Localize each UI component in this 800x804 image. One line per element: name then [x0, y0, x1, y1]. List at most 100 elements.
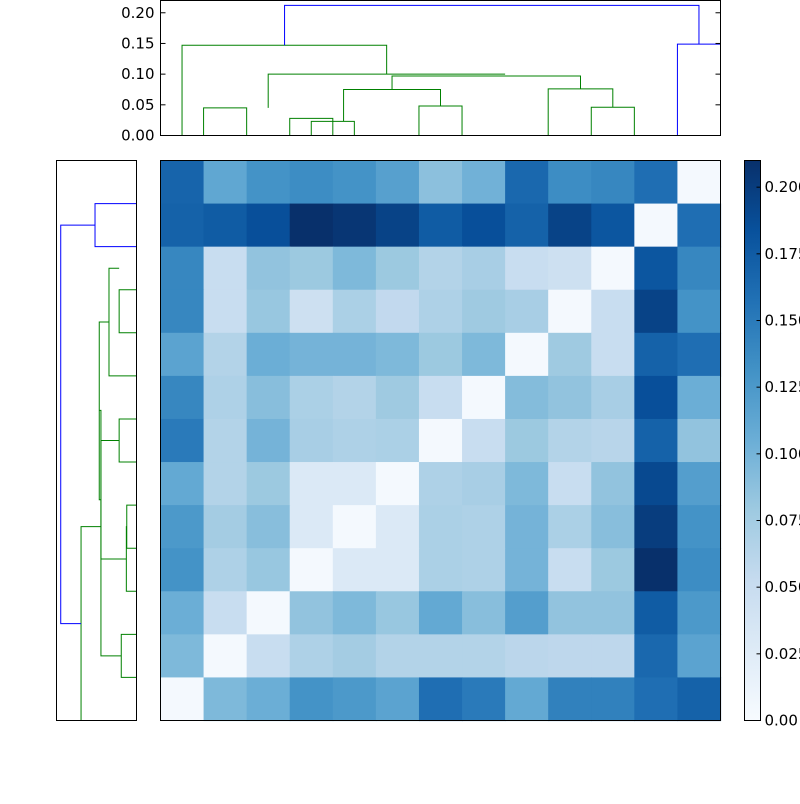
top-dendrogram-tick-label: 0.20: [121, 4, 154, 22]
heatmap-cell: [505, 419, 549, 463]
heatmap-cell: [677, 591, 721, 635]
heatmap-cell: [677, 333, 721, 377]
colorbar-tick-label: 0.175: [765, 245, 800, 263]
top-dendrogram-link: [591, 107, 634, 135]
heatmap-cell: [548, 333, 592, 377]
heatmap-cell: [333, 505, 377, 549]
top-dendrogram-link: [548, 89, 613, 136]
left-dendrogram-link: [126, 527, 136, 592]
heatmap-cell: [505, 247, 549, 291]
heatmap-cell: [161, 548, 205, 592]
top-dendrogram-link: [182, 45, 387, 135]
heatmap-cell: [677, 548, 721, 592]
top-dendrogram: 0.000.050.100.150.20: [121, 1, 720, 145]
heatmap-cell: [161, 419, 205, 463]
heatmap-cell: [505, 505, 549, 549]
left-dendrogram-link: [119, 419, 136, 462]
heatmap-cell: [677, 204, 721, 248]
heatmap-cell: [462, 591, 506, 635]
heatmap-cell: [462, 290, 506, 334]
heatmap-cell: [634, 677, 678, 721]
heatmap-cell: [376, 290, 420, 334]
heatmap-cell: [333, 548, 377, 592]
heatmap-cell: [376, 548, 420, 592]
heatmap-cell: [634, 634, 678, 678]
heatmap-cell: [419, 419, 463, 463]
heatmap-cell: [634, 247, 678, 291]
heatmap-cell: [505, 677, 549, 721]
heatmap-cell: [591, 462, 635, 506]
colorbar-tick-label: 0.100: [765, 445, 800, 463]
heatmap-cell: [462, 548, 506, 592]
heatmap-cell: [333, 290, 377, 334]
heatmap-cell: [548, 591, 592, 635]
heatmap-cell: [290, 247, 334, 291]
heatmap-cell: [505, 462, 549, 506]
heatmap-cell: [419, 161, 463, 205]
heatmap-cell: [462, 161, 506, 205]
heatmap-cell: [247, 204, 291, 248]
heatmap-cell: [591, 634, 635, 678]
heatmap-cell: [333, 462, 377, 506]
heatmap-cell: [161, 333, 205, 377]
top-dendrogram-link: [344, 89, 441, 121]
colorbar-tick-label: 0.025: [765, 645, 800, 663]
colorbar-tick-label: 0.075: [765, 512, 800, 530]
heatmap-cell: [333, 161, 377, 205]
heatmap-cell: [376, 204, 420, 248]
top-dendrogram-frame: [161, 1, 721, 136]
top-dendrogram-tick-label: 0.00: [121, 127, 154, 145]
heatmap: [161, 161, 722, 722]
heatmap-cell: [376, 591, 420, 635]
heatmap-cell: [419, 333, 463, 377]
heatmap-cell: [204, 505, 248, 549]
heatmap-cell: [462, 505, 506, 549]
heatmap-cell: [376, 419, 420, 463]
top-dendrogram-tick-label: 0.05: [121, 96, 154, 114]
top-dendrogram-link: [268, 74, 505, 108]
top-dendrogram-link: [392, 76, 580, 90]
heatmap-cell: [247, 161, 291, 205]
heatmap-cell: [548, 677, 592, 721]
heatmap-cell: [591, 376, 635, 420]
heatmap-cell: [591, 591, 635, 635]
left-dendrogram-link: [109, 268, 137, 376]
heatmap-cell: [591, 204, 635, 248]
heatmap-cell: [419, 677, 463, 721]
heatmap-cell: [505, 161, 549, 205]
left-dendrogram-link: [101, 441, 126, 559]
heatmap-cell: [204, 548, 248, 592]
heatmap-cell: [462, 419, 506, 463]
heatmap-cell: [333, 677, 377, 721]
heatmap-cell: [548, 462, 592, 506]
colorbar-tick-label: 0.200: [765, 178, 800, 196]
heatmap-cell: [505, 204, 549, 248]
heatmap-cell: [161, 376, 205, 420]
heatmap-cell: [419, 548, 463, 592]
top-dendrogram-link: [419, 106, 462, 135]
heatmap-cell: [333, 247, 377, 291]
heatmap-cell: [634, 376, 678, 420]
top-dendrogram-tick-label: 0.15: [121, 34, 154, 52]
heatmap-cell: [247, 548, 291, 592]
heatmap-cell: [204, 591, 248, 635]
heatmap-cell: [290, 462, 334, 506]
heatmap-cell: [290, 505, 334, 549]
colorbar-tick-label: 0.150: [765, 312, 800, 330]
heatmap-cell: [591, 548, 635, 592]
heatmap-cell: [419, 591, 463, 635]
heatmap-cell: [419, 634, 463, 678]
heatmap-cell: [247, 333, 291, 377]
heatmap-cell: [677, 419, 721, 463]
heatmap-cell: [591, 247, 635, 291]
heatmap-cell: [505, 290, 549, 334]
heatmap-cell: [591, 419, 635, 463]
heatmap-cell: [419, 505, 463, 549]
heatmap-cell: [634, 290, 678, 334]
heatmap-cell: [161, 247, 205, 291]
colorbar-tick-label: 0.00: [765, 712, 798, 730]
heatmap-cell: [161, 290, 205, 334]
heatmap-cell: [204, 161, 248, 205]
heatmap-cell: [677, 376, 721, 420]
